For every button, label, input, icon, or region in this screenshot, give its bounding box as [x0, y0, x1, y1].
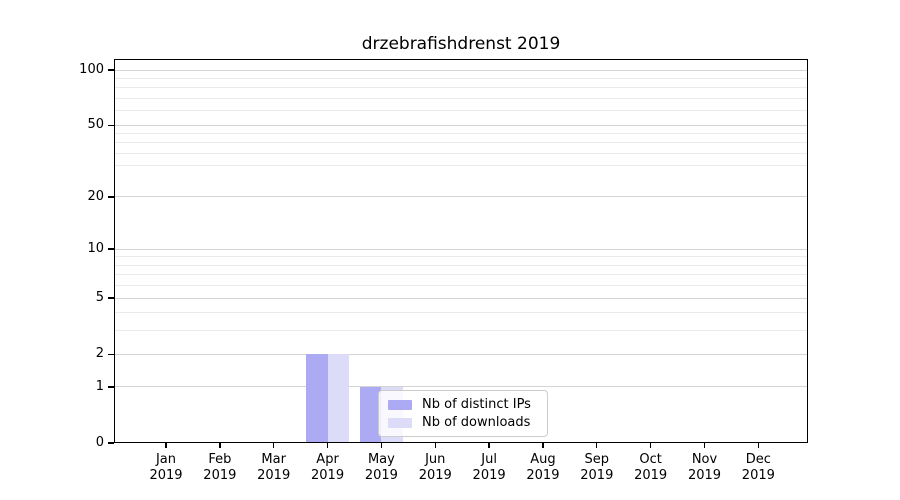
- legend: Nb of distinct IPs Nb of downloads: [378, 390, 548, 437]
- gridline-minor: [115, 330, 807, 332]
- x-tick-month: May: [367, 452, 395, 467]
- legend-swatch-downloads: [388, 417, 412, 428]
- gridline-minor: [115, 256, 807, 258]
- x-tick-mark: [596, 443, 598, 448]
- x-tick-month: Apr: [316, 452, 339, 467]
- x-tick-month: Oct: [639, 452, 662, 467]
- gridline-major: [115, 248, 807, 250]
- x-tick-year: 2019: [257, 468, 291, 483]
- x-tick-year: 2019: [149, 468, 183, 483]
- x-tick-month: Jan: [155, 452, 177, 467]
- x-tick-mark: [219, 443, 221, 448]
- x-tick-mark: [380, 443, 383, 448]
- x-tick-label: Feb 2019: [192, 452, 248, 484]
- x-tick-label: Dec 2019: [730, 452, 786, 484]
- x-tick-month: Nov: [691, 452, 718, 467]
- y-tick-label: 20: [87, 188, 104, 204]
- gridline-major: [115, 196, 807, 198]
- chart-title: drzebrafishdrenst 2019: [361, 34, 561, 54]
- gridline-minor: [115, 285, 807, 287]
- x-tick-label: Jun 2019: [407, 452, 463, 484]
- x-tick-mark: [326, 443, 329, 448]
- gridline-major: [115, 124, 807, 126]
- x-tick-mark: [273, 443, 275, 448]
- y-tick-mark: [108, 297, 114, 299]
- x-tick-year: 2019: [203, 468, 237, 483]
- x-tick-mark: [703, 443, 706, 448]
- x-tick-month: Aug: [530, 452, 556, 467]
- gridline-major: [115, 69, 807, 71]
- gridline-major: [115, 386, 807, 388]
- gridline-minor: [115, 87, 807, 89]
- y-tick-label: 100: [79, 62, 104, 77]
- x-tick-label: Sep 2019: [569, 452, 625, 484]
- gridline-minor: [115, 274, 807, 276]
- x-tick-month: Feb: [208, 452, 232, 467]
- legend-label-distinct-ips: Nb of distinct IPs: [422, 397, 531, 412]
- gridline-major: [115, 297, 807, 299]
- x-tick-label: Nov 2019: [677, 452, 733, 484]
- x-tick-label: Mar 2019: [246, 452, 302, 484]
- gridline-minor: [115, 77, 807, 79]
- x-tick-month: Jun: [425, 452, 446, 467]
- y-tick-label: 50: [87, 117, 104, 133]
- x-tick-month: Jul: [481, 452, 497, 467]
- gridline-minor: [115, 152, 807, 154]
- legend-item-downloads: Nb of downloads: [388, 414, 538, 431]
- x-tick-label: Jan 2019: [138, 452, 194, 484]
- y-tick-mark: [108, 353, 114, 355]
- gridline-minor: [115, 97, 807, 99]
- y-tick-label: 10: [87, 241, 104, 257]
- x-tick-mark: [434, 443, 436, 448]
- x-tick-year: 2019: [364, 468, 398, 483]
- y-tick-mark: [108, 442, 114, 444]
- legend-label-downloads: Nb of downloads: [422, 415, 531, 430]
- y-tick-mark: [108, 248, 114, 250]
- y-tick-mark: [108, 69, 114, 71]
- gridline-minor: [115, 164, 807, 166]
- y-tick-mark: [108, 196, 114, 198]
- x-tick-year: 2019: [472, 468, 506, 483]
- gridline-minor: [115, 110, 807, 112]
- x-tick-year: 2019: [580, 468, 614, 483]
- x-tick-mark: [488, 443, 490, 448]
- gridline-major: [115, 353, 807, 355]
- x-tick-year: 2019: [526, 468, 560, 483]
- x-tick-year: 2019: [634, 468, 668, 483]
- gridline-minor: [115, 142, 807, 144]
- bar-distinct-ips: [359, 386, 382, 443]
- y-tick-label: 1: [95, 378, 104, 394]
- x-tick-month: Sep: [584, 452, 610, 467]
- y-tick-label: 2: [95, 346, 104, 362]
- y-tick-mark: [108, 386, 114, 388]
- x-tick-year: 2019: [311, 468, 345, 483]
- x-tick-month: Dec: [745, 452, 771, 467]
- x-tick-year: 2019: [418, 468, 452, 483]
- y-tick-label: 5: [95, 290, 104, 306]
- y-tick-label: 0: [95, 435, 104, 450]
- x-tick-month: Mar: [261, 452, 286, 467]
- x-tick-label: Oct 2019: [623, 452, 679, 484]
- gridline-minor: [115, 312, 807, 314]
- x-tick-label: Apr 2019: [300, 452, 356, 484]
- x-tick-label: Aug 2019: [515, 452, 571, 484]
- x-tick-label: May 2019: [353, 452, 409, 484]
- y-tick-mark: [108, 124, 114, 126]
- x-tick-label: Jul 2019: [461, 452, 517, 484]
- x-tick-mark: [757, 443, 760, 448]
- x-tick-mark: [542, 443, 544, 448]
- bar-downloads: [327, 354, 350, 443]
- x-tick-year: 2019: [741, 468, 775, 483]
- x-tick-mark: [165, 443, 167, 448]
- legend-item-distinct-ips: Nb of distinct IPs: [388, 396, 538, 413]
- x-tick-mark: [649, 443, 652, 448]
- bar-distinct-ips: [306, 354, 328, 443]
- gridline-minor: [115, 133, 807, 135]
- gridline-minor: [115, 264, 807, 266]
- legend-swatch-distinct-ips: [388, 399, 412, 410]
- x-tick-year: 2019: [687, 468, 722, 483]
